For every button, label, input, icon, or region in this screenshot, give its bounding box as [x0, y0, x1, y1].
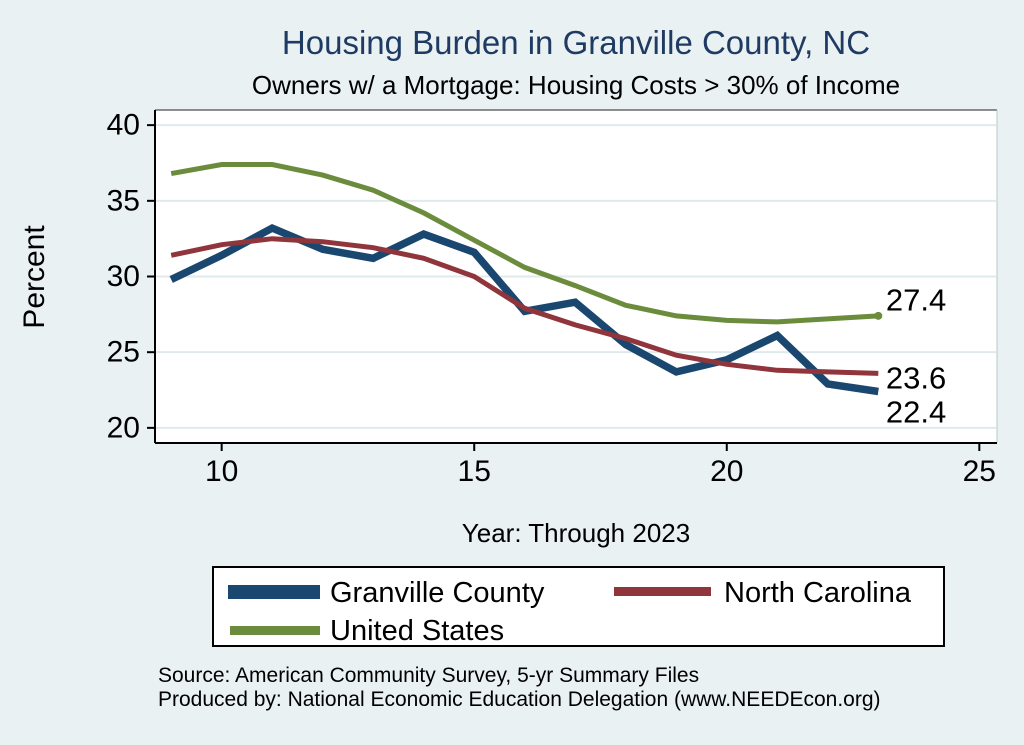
- x-axis-title: Year: Through 2023: [461, 518, 691, 548]
- series-line-united-states: [170, 162, 879, 325]
- legend-label-north-carolina: North Carolina: [724, 577, 911, 609]
- x-tick-label: 25: [963, 455, 996, 488]
- legend-swatch-united-states: [230, 626, 320, 635]
- series-line-granville-county: [169, 223, 879, 396]
- x-tick-label: 20: [710, 455, 743, 488]
- chart-title: Housing Burden in Granville County, NC: [281, 24, 871, 61]
- x-tick-label: 15: [458, 455, 491, 488]
- legend-box: Granville County North Carolina United S…: [212, 566, 945, 647]
- end-value-label: 22.4: [886, 394, 946, 429]
- y-tick-label: 40: [107, 109, 140, 142]
- source-line: Source: American Community Survey, 5-yr …: [158, 664, 700, 687]
- y-axis-title: Percent: [18, 225, 51, 329]
- y-tick-label: 25: [107, 336, 140, 369]
- end-value-label: 23.6: [886, 360, 946, 395]
- chart-subtitle: Owners w/ a Mortgage: Housing Costs > 30…: [251, 70, 901, 100]
- y-tick-label: 30: [107, 260, 140, 293]
- end-value-label: 27.4: [886, 282, 946, 317]
- x-tick-label: 10: [205, 455, 238, 488]
- source-note: Source: American Community Survey, 5-yr …: [158, 664, 881, 712]
- series-end-dot-united-states: [874, 311, 883, 320]
- y-tick-label: 35: [107, 184, 140, 217]
- legend-swatch-north-carolina: [614, 587, 711, 596]
- legend-label-united-states: United States: [330, 615, 505, 647]
- legend-label-granville-county: Granville County: [330, 577, 545, 609]
- legend-swatch-granville-county: [228, 585, 320, 599]
- produced-by-line: Produced by: National Economic Education…: [158, 688, 881, 711]
- y-tick-label: 20: [107, 411, 140, 444]
- series-line-north-carolina: [170, 236, 879, 376]
